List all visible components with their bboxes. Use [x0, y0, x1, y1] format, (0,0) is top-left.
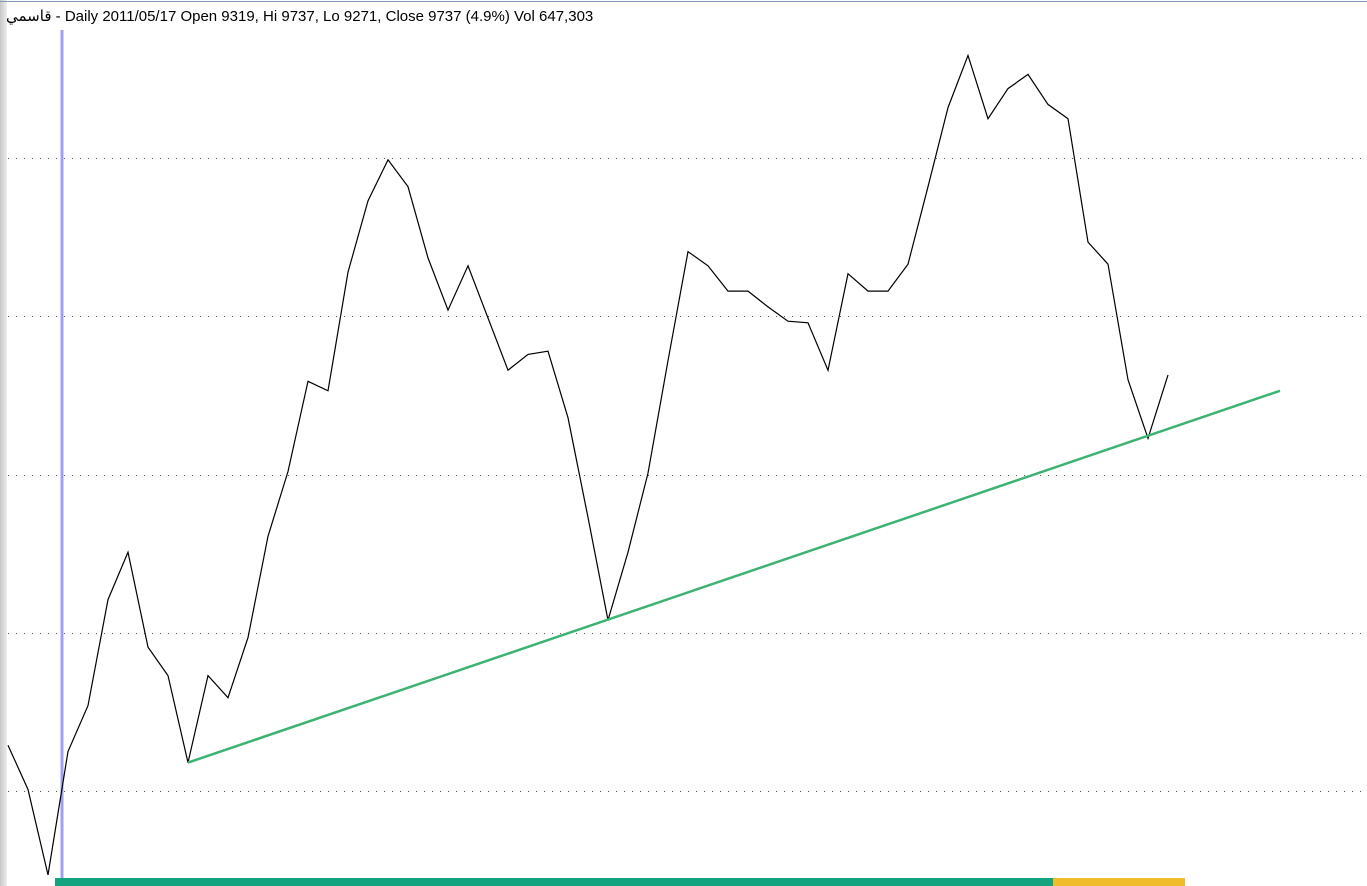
plot: [7, 53, 1281, 876]
status-bar-green: [55, 878, 1053, 886]
trend-line: [187, 389, 1281, 764]
left-edge: [0, 0, 7, 886]
price-line: [7, 53, 1169, 876]
chart-title: قاسمي - Daily 2011/05/17 Open 9319, Hi 9…: [6, 8, 593, 26]
status-bar-yellow: [1053, 878, 1185, 886]
